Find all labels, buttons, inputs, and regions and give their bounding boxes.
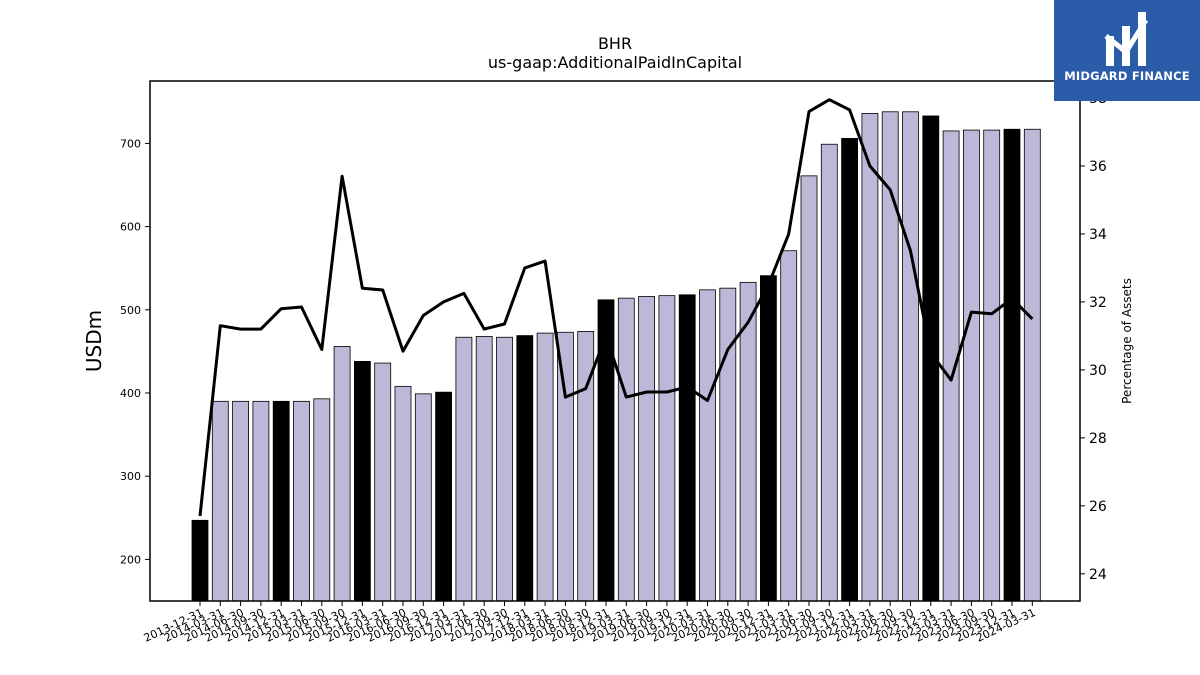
bar <box>353 360 371 602</box>
logo: MIDGARD FINANCE <box>1054 0 1200 101</box>
plot-frame <box>149 80 1081 602</box>
y2-axis-label: Percentage of Assets <box>1120 278 1134 404</box>
y2-tick-label: 36 <box>1089 159 1107 175</box>
bar <box>841 138 858 602</box>
bar <box>516 335 534 602</box>
y2-tick-label: 34 <box>1089 227 1107 243</box>
y2-tick-label: 24 <box>1089 567 1107 583</box>
bar <box>557 331 574 602</box>
bar <box>232 400 250 602</box>
bar <box>902 111 919 602</box>
bar <box>678 294 696 602</box>
y2-tick-label: 28 <box>1089 431 1107 447</box>
bar <box>719 287 737 602</box>
bar <box>597 299 615 602</box>
bar <box>455 336 473 602</box>
bar <box>211 400 229 602</box>
chart-title: BHR <box>598 34 632 53</box>
y-tick-label: 500 <box>120 304 141 317</box>
y2-tick-label: 30 <box>1089 363 1107 379</box>
bar <box>820 143 838 602</box>
bar <box>963 129 980 602</box>
bar <box>475 336 493 602</box>
bar <box>658 295 676 602</box>
y-tick-label: 300 <box>120 470 141 483</box>
bar <box>760 275 777 602</box>
bar <box>983 129 1001 602</box>
chart-subtitle: us-gaap:AdditionalPaidInCapital <box>488 53 742 72</box>
y2-tick-label: 32 <box>1089 295 1107 311</box>
bar <box>394 385 412 602</box>
bar <box>800 175 818 602</box>
y-axis: 200 300 400 500 600 700 <box>120 137 150 566</box>
y-axis-label: USDm <box>82 310 106 372</box>
y-tick-label: 200 <box>120 553 141 566</box>
bar <box>333 346 351 602</box>
bar <box>252 400 270 602</box>
bar <box>293 400 310 602</box>
bar <box>638 296 655 602</box>
bar <box>617 297 635 602</box>
logo-mark-icon <box>1104 12 1149 66</box>
line-group <box>198 98 1034 517</box>
bar <box>536 332 554 602</box>
y2-tick-label: 26 <box>1089 499 1107 515</box>
bar <box>414 393 432 602</box>
bar <box>191 519 209 602</box>
bar <box>861 113 879 602</box>
y2-axis: 2426283032343638 <box>1080 91 1107 583</box>
bar <box>1003 128 1021 602</box>
bar <box>374 362 392 602</box>
bar <box>496 336 513 602</box>
bar <box>435 391 453 602</box>
x-axis: 2013-12-312014-03-312014-06-302014-09-30… <box>142 601 1038 645</box>
logo-text: MIDGARD FINANCE <box>1064 69 1190 83</box>
series-line <box>198 98 1034 517</box>
y-tick-label: 600 <box>120 221 141 234</box>
bar <box>272 400 290 602</box>
bar-group <box>191 111 1041 602</box>
bar <box>313 398 331 602</box>
bar <box>780 250 798 602</box>
y-tick-label: 400 <box>120 387 141 400</box>
y-tick-label: 700 <box>120 137 141 150</box>
bar <box>1023 128 1041 602</box>
bar <box>699 289 716 602</box>
